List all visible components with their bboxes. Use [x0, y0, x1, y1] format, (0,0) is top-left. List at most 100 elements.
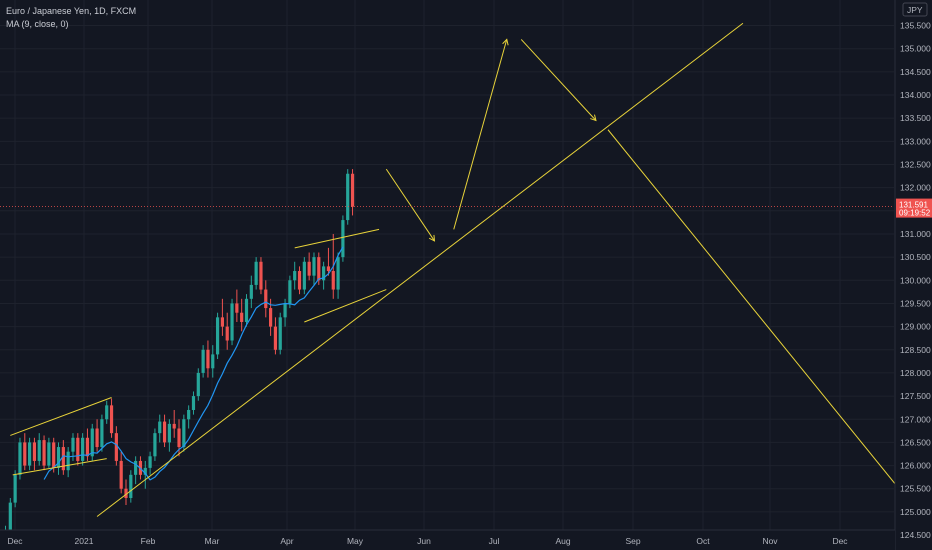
currency-label: JPY	[907, 5, 923, 15]
candle-body	[350, 173, 355, 207]
candle-body	[143, 467, 147, 475]
candle-body	[264, 289, 268, 309]
time-tick-label: 2021	[75, 536, 94, 546]
candle-body	[307, 261, 311, 276]
candle-body	[230, 303, 234, 341]
candle-body	[8, 502, 12, 531]
price-tick-label: 130.000	[900, 275, 931, 285]
time-axis-bg	[0, 530, 895, 550]
price-tick-label: 125.500	[900, 484, 931, 494]
price-tick-label: 132.500	[900, 159, 931, 169]
price-tick-label: 127.500	[900, 391, 931, 401]
price-tick-label: 133.500	[900, 113, 931, 123]
trend-line	[10, 397, 112, 436]
time-tick-label: Nov	[762, 536, 778, 546]
candle-body	[18, 442, 22, 475]
price-tick-label: 128.000	[900, 368, 931, 378]
candle-body	[341, 220, 345, 258]
candle-body	[52, 442, 56, 468]
candle-body	[196, 372, 200, 397]
candle-body	[244, 298, 249, 322]
candle-body	[109, 405, 114, 434]
price-axis-bg	[895, 0, 932, 550]
price-tick-label: 129.500	[900, 298, 931, 308]
time-tick-label: May	[347, 536, 364, 546]
candle-body	[249, 284, 253, 299]
candle-body	[81, 437, 85, 461]
candle-body	[129, 474, 133, 498]
price-badge-value: 131.591	[899, 201, 928, 210]
ma-indicator-label: MA (9, close, 0)	[6, 19, 69, 29]
time-tick-label: Sep	[625, 536, 640, 546]
candle-body	[32, 442, 37, 461]
candle-body	[346, 173, 350, 221]
projection-arrow	[520, 39, 597, 121]
grid-lines	[0, 0, 894, 536]
time-tick-label: Jun	[417, 536, 431, 546]
candle-body	[162, 421, 167, 443]
time-tick-label: Feb	[141, 536, 156, 546]
time-tick-label: Jul	[489, 536, 500, 546]
candle-body	[317, 257, 321, 281]
candle-body	[206, 349, 210, 369]
candle-body	[172, 423, 176, 429]
price-tick-label: 134.000	[900, 90, 931, 100]
price-tick-label: 131.000	[900, 229, 931, 239]
candle-body	[283, 303, 287, 318]
projection-arrow	[453, 39, 508, 230]
candle-body	[114, 433, 118, 461]
candle-body	[95, 428, 99, 448]
candle-body	[47, 442, 51, 466]
candle-body	[90, 428, 94, 457]
price-tick-label: 134.500	[900, 67, 931, 77]
candle-body	[28, 442, 32, 466]
candle-body	[269, 308, 273, 327]
candle-body	[148, 456, 152, 468]
candle-body	[235, 303, 239, 313]
candle-body	[331, 271, 335, 290]
price-tick-label: 127.000	[900, 414, 931, 424]
candle-body	[302, 261, 306, 290]
candle-body	[322, 266, 326, 281]
trend-drawings	[10, 22, 915, 517]
candle-body	[100, 419, 104, 448]
candle-body	[312, 257, 316, 276]
candle-body	[56, 447, 61, 468]
symbol-title: Euro / Japanese Yen, 1D, FXCM	[6, 6, 137, 16]
currency-box	[902, 2, 928, 17]
price-tick-label: 124.500	[900, 530, 931, 540]
arrow-head	[428, 234, 436, 242]
candle-body	[273, 326, 278, 350]
candle-body	[259, 261, 263, 290]
candle-body	[134, 460, 138, 475]
trend-line	[294, 228, 380, 249]
candle-body	[220, 317, 224, 327]
candle-body	[201, 349, 205, 373]
projection-arrow	[607, 129, 915, 508]
candle-body	[66, 451, 70, 471]
candle-body	[211, 354, 215, 369]
candle-body	[153, 433, 157, 457]
price-tick-label: 126.000	[900, 461, 931, 471]
time-tick-label: Mar	[205, 536, 220, 546]
candle-body	[254, 261, 258, 285]
candle-body	[326, 266, 331, 272]
candle-body	[42, 440, 46, 466]
price-tick-label: 125.000	[900, 507, 931, 517]
candle-body	[187, 409, 191, 420]
candle-body	[215, 317, 220, 355]
time-tick-label: Oct	[696, 536, 710, 546]
candle-body	[288, 280, 292, 304]
trend-line	[12, 458, 107, 476]
candle-body	[76, 437, 80, 461]
price-tick-label: 132.000	[900, 183, 931, 193]
projection-arrow	[385, 168, 435, 242]
price-axis[interactable]: 124.500 125.000 125.500 126.000 126.500 127.0…	[894, 0, 932, 550]
time-axis[interactable]: Dec 2021 Feb Mar Apr May Jun Jul Aug Sep Oct Nov Dec	[0, 529, 895, 550]
price-tick-label: 126.500	[900, 437, 931, 447]
price-tick-label: 135.500	[900, 21, 931, 31]
candle-body	[13, 474, 17, 503]
candle-body	[278, 317, 282, 350]
candle-body	[293, 271, 297, 281]
